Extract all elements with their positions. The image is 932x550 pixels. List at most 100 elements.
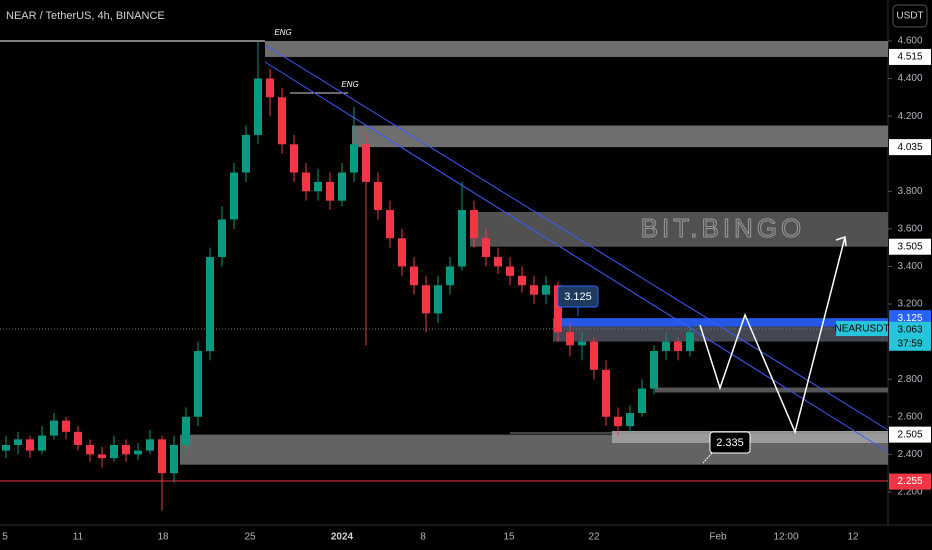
candle-body: [206, 257, 214, 352]
candle-body: [98, 454, 106, 459]
candle-body: [650, 351, 658, 389]
candle-body: [302, 172, 310, 192]
y-tick-label: 3.800: [897, 186, 922, 197]
candle-body: [410, 266, 418, 286]
candle-body: [530, 285, 538, 295]
candle-body: [446, 266, 454, 286]
y-tick-label: 2.600: [897, 411, 922, 422]
candle-body: [110, 444, 118, 459]
zone: [470, 211, 888, 247]
candle-body: [350, 144, 358, 173]
candle-body: [182, 416, 190, 445]
candle-body: [662, 341, 670, 352]
candle-body: [242, 134, 250, 173]
x-tick-label: 22: [588, 532, 600, 543]
callout-text: 3.125: [564, 291, 592, 303]
callout-pointer: [702, 452, 713, 464]
candle-body: [686, 332, 694, 352]
candle-body: [254, 78, 262, 135]
zone: [265, 40, 888, 57]
candle-body: [122, 444, 130, 455]
currency-button[interactable]: [892, 4, 928, 28]
price-tag-label: 3.125: [897, 313, 922, 324]
candle-body: [434, 285, 442, 314]
currency[interactable]: USDT: [896, 11, 923, 22]
countdown-tag: [889, 336, 931, 351]
candle-body: [398, 238, 406, 267]
y-tick-label: 2.200: [897, 487, 922, 498]
countdown: 37:59: [897, 338, 922, 349]
candle-body: [374, 181, 382, 211]
candle-body: [194, 351, 202, 417]
price-tag-label: 2.255: [897, 476, 922, 487]
price-tag-label: 4.035: [897, 142, 922, 153]
callout: [709, 431, 751, 454]
x-tick-label: 5: [2, 532, 8, 543]
zone: [553, 318, 888, 327]
price-tag-label: 3.063: [897, 324, 922, 335]
y-tick-label: 4.600: [897, 36, 922, 47]
zone: [352, 125, 888, 148]
x-tick-label: 25: [244, 532, 256, 543]
candle-body: [38, 435, 46, 451]
candle-body: [326, 181, 334, 201]
candle-body: [14, 439, 22, 445]
watermark: BIT.BINGO: [641, 213, 806, 243]
zone: [553, 326, 888, 342]
price-tag-label: 4.515: [897, 52, 922, 63]
x-tick-label: 8: [420, 532, 426, 543]
candle-body: [266, 78, 274, 98]
candle-body: [494, 257, 502, 267]
trend-line: [264, 44, 889, 431]
candle-body: [50, 420, 58, 436]
candle-body: [614, 416, 622, 427]
candle-body: [626, 413, 634, 427]
candle-body: [578, 341, 586, 346]
y-tick-label: 2.800: [897, 374, 922, 385]
price-tag: [889, 238, 931, 255]
x-tick-label: 18: [157, 532, 169, 543]
y-tick-label: 3.200: [897, 299, 922, 310]
x-tick-label: Feb: [709, 532, 727, 543]
candle-body: [218, 219, 226, 258]
candle-body: [338, 172, 346, 201]
candle-body: [170, 444, 178, 474]
candle-body: [638, 388, 646, 414]
y-tick-label: 3.600: [897, 224, 922, 235]
candle-body: [566, 332, 574, 346]
candle-body: [134, 450, 142, 455]
price-tag: [889, 426, 931, 443]
candle-body: [542, 285, 550, 295]
candle-body: [518, 275, 526, 286]
price-tag: [889, 321, 931, 338]
candle-body: [554, 285, 562, 333]
candle-body: [422, 285, 430, 314]
candle-body: [314, 181, 322, 192]
candle-body: [458, 210, 466, 267]
symbol-label: NEARUSDT: [834, 324, 889, 335]
candle-body: [362, 144, 370, 182]
candle-body: [674, 341, 682, 352]
x-tick-label: 12:00: [773, 532, 798, 543]
chart-title: NEAR / TetherUS, 4h, BINANCE: [6, 10, 165, 22]
candle-body: [602, 369, 610, 417]
x-tick-label: 11: [73, 532, 84, 543]
x-tick-label: 2024: [331, 532, 354, 543]
candle-body: [470, 210, 478, 239]
price-tag: [889, 473, 931, 490]
x-tick-label: 12: [847, 532, 859, 543]
price-tag: [889, 48, 931, 65]
annotation: ENG: [341, 80, 358, 89]
candle-body: [86, 444, 94, 455]
price-tag-label: 3.505: [897, 241, 922, 252]
y-tick-label: 2.400: [897, 449, 922, 460]
candle-body: [506, 266, 514, 276]
annotation: ENG: [274, 28, 291, 37]
callout-text: 2.335: [716, 437, 744, 449]
price-tag-label: 2.505: [897, 429, 922, 440]
candle-body: [158, 439, 166, 474]
candle-body: [26, 439, 34, 451]
candle-body: [590, 341, 598, 370]
